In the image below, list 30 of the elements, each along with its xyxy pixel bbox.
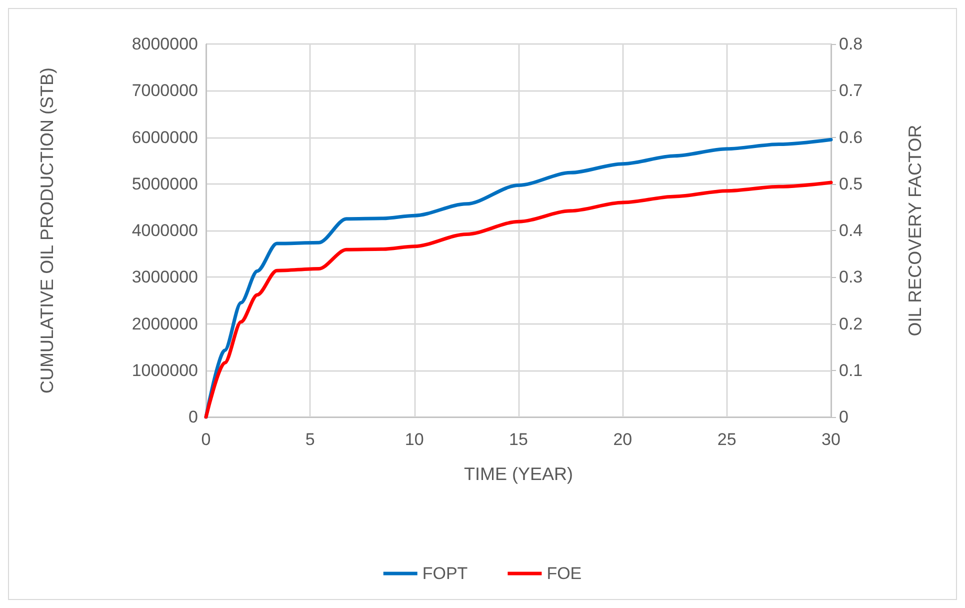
y2-tick-label: 0.4 bbox=[839, 221, 863, 240]
x-tick-label: 15 bbox=[509, 430, 528, 449]
y2-tick-label: 0.1 bbox=[839, 360, 863, 380]
y-tick-label: 0 bbox=[188, 408, 198, 426]
y-tick-label: 5000000 bbox=[132, 174, 198, 194]
y-axis-title: CUMULATIVE OIL PRODUCTION (STB) bbox=[37, 67, 57, 394]
y2-tick-label: 0.2 bbox=[839, 314, 863, 334]
y-tick-label: 3000000 bbox=[132, 268, 198, 287]
x-tick-label: 0 bbox=[201, 430, 211, 449]
x-tick-label: 10 bbox=[404, 430, 424, 449]
x-tick-label: 20 bbox=[613, 430, 632, 449]
x-tick-label: 30 bbox=[822, 430, 840, 449]
x-tick-label: 25 bbox=[717, 430, 736, 449]
y-tick-label: 7000000 bbox=[132, 81, 198, 100]
y2-axis-title: OIL RECOVERY FACTOR bbox=[905, 124, 925, 336]
y-tick-label: 8000000 bbox=[132, 34, 198, 54]
y2-tick-label: 0.5 bbox=[839, 174, 863, 194]
y2-tick-label: 0.3 bbox=[839, 268, 863, 287]
y2-tick-label: 0.7 bbox=[839, 81, 863, 100]
y2-tick-label: 0.6 bbox=[839, 128, 863, 147]
y-tick-label: 4000000 bbox=[132, 221, 198, 240]
legend-label: FOE bbox=[546, 564, 582, 583]
x-axis-title: TIME (YEAR) bbox=[464, 464, 574, 484]
y-tick-label: 6000000 bbox=[132, 128, 198, 147]
legend-label: FOPT bbox=[422, 564, 468, 583]
y-tick-label: 2000000 bbox=[132, 314, 198, 334]
y2-tick-label: 0 bbox=[839, 408, 848, 426]
y2-tick-label: 0.8 bbox=[839, 34, 863, 54]
y-tick-label: 1000000 bbox=[132, 360, 198, 380]
x-tick-label: 5 bbox=[305, 430, 315, 449]
